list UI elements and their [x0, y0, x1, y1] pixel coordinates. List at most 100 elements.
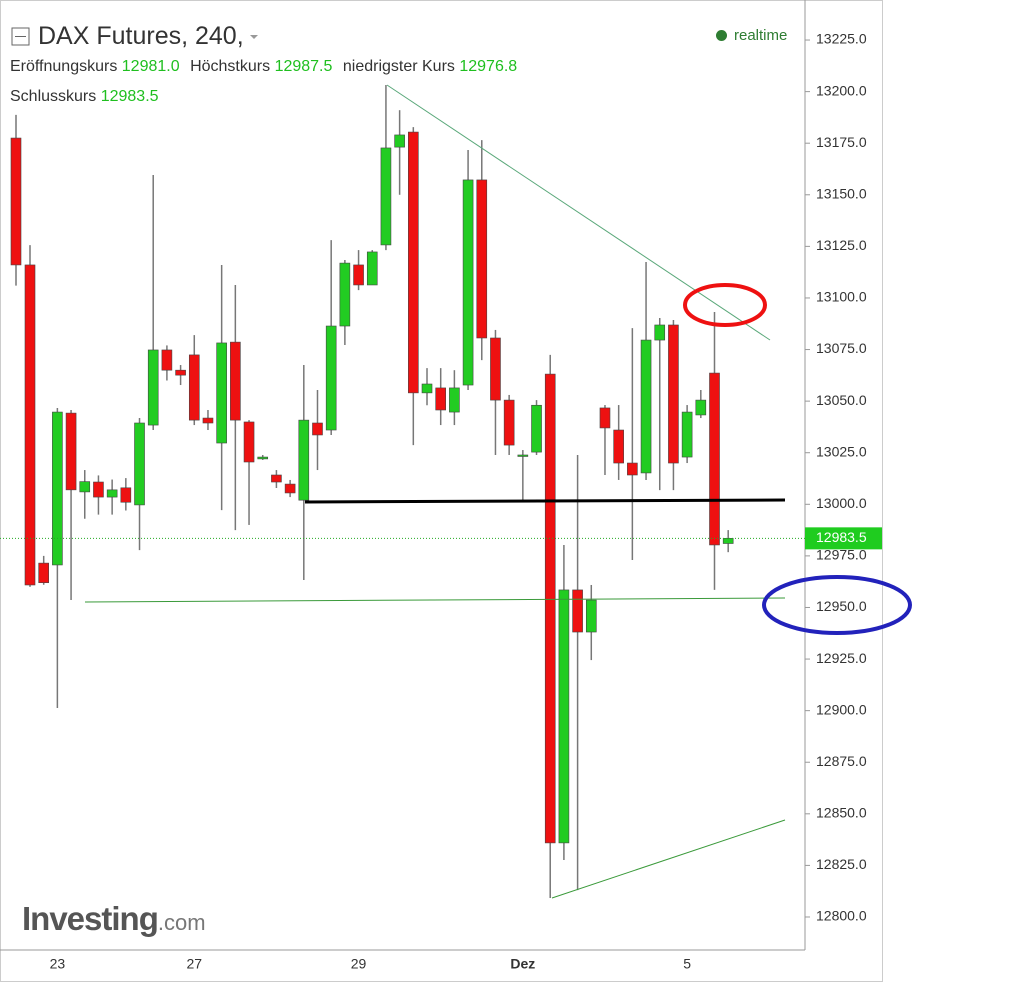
candle-body: [462, 179, 474, 386]
candle-body: [52, 411, 63, 566]
candle-body: [654, 324, 666, 341]
value: 12983.5: [100, 88, 159, 105]
candle-body: [147, 349, 159, 426]
candle-body: [668, 324, 679, 464]
last-price-tag: [805, 527, 882, 550]
label: niedrigster Kurs: [342, 58, 455, 75]
y-tick-label: 12950.0: [816, 598, 867, 614]
candle-body: [421, 383, 433, 394]
candle-body: [161, 349, 173, 371]
candle-body: [558, 589, 570, 844]
candle-body: [175, 369, 186, 376]
candle-body: [380, 147, 392, 246]
chart-title: DAX Futures, 240,: [38, 22, 244, 50]
candle-body: [257, 456, 269, 460]
label: Höchstkurs: [190, 58, 271, 75]
candle-body: [24, 264, 36, 586]
horizontal-line: [304, 498, 786, 504]
candle-body: [325, 325, 337, 431]
y-tick-label: 13225.0: [816, 31, 867, 47]
candle-body: [585, 599, 597, 633]
candle-body: [627, 462, 638, 476]
candle-body: [202, 417, 214, 424]
candle-body: [230, 341, 241, 421]
y-tick-label: 13050.0: [816, 392, 867, 408]
candle-body: [722, 538, 734, 544]
collapse-icon[interactable]: [11, 27, 30, 46]
trend-line: [386, 84, 771, 341]
candle-body: [134, 422, 145, 506]
candle-body: [640, 339, 652, 474]
candle-body: [394, 134, 405, 148]
ohlc-legend: Schlusskurs 12983.5: [10, 88, 165, 106]
y-tick-label: 13200.0: [816, 82, 867, 98]
last-price-label: 12983.5: [816, 529, 867, 545]
trend-line: [551, 819, 786, 899]
ohlc-legend: Eröffnungskurs 12981.0 Höchstkurs 12987.…: [10, 58, 523, 76]
realtime-indicator: realtime: [716, 27, 787, 44]
candle-body: [271, 474, 282, 483]
candle-body: [216, 342, 227, 444]
candle-body: [120, 487, 132, 503]
value: 12981.0: [121, 58, 180, 75]
candle-body: [695, 399, 707, 416]
candle-body: [188, 354, 200, 421]
support-line: [84, 597, 786, 603]
candle-body: [544, 373, 556, 844]
y-tick-label: 13075.0: [816, 340, 867, 356]
value: 12976.8: [459, 58, 518, 75]
candle-body: [449, 387, 460, 413]
candle-body: [312, 422, 323, 436]
frame: [0, 0, 883, 982]
candle-body: [408, 131, 419, 394]
candle-body: [93, 481, 104, 498]
y-tick-label: 13150.0: [816, 185, 867, 201]
logo-text: .com: [157, 910, 206, 935]
candle-body: [366, 251, 378, 286]
dropdown-arrow[interactable]: [250, 35, 258, 39]
x-tick-label: 23: [50, 956, 66, 972]
candle-body: [503, 399, 515, 446]
candle-body: [106, 489, 118, 498]
candle-body: [709, 372, 720, 546]
y-tick-label: 13025.0: [816, 443, 867, 459]
y-tick-label: 12825.0: [816, 856, 867, 872]
logo-text: Investing: [22, 900, 159, 937]
y-tick-label: 12800.0: [816, 908, 867, 924]
highlight-ellipse: [683, 283, 767, 327]
candle-body: [490, 337, 501, 401]
value: 12987.5: [274, 58, 333, 75]
candle-body: [476, 179, 488, 339]
candle-body: [353, 264, 364, 286]
candle-body: [10, 137, 22, 266]
candle-body: [298, 419, 310, 501]
candle-body: [65, 412, 77, 491]
x-tick-label: 5: [683, 956, 691, 972]
y-tick-label: 12975.0: [816, 547, 867, 563]
x-tick-label: 29: [351, 956, 367, 972]
y-tick-label: 13000.0: [816, 495, 867, 511]
candle-body: [681, 411, 693, 458]
candle-body: [38, 562, 49, 584]
candle-body: [79, 481, 91, 493]
candle-body: [435, 387, 447, 411]
y-tick-label: 12900.0: [816, 701, 867, 717]
label: Schlusskurs: [10, 88, 97, 105]
candle-body: [339, 262, 351, 327]
candle-body: [517, 454, 529, 457]
candle-body: [613, 429, 624, 464]
candle-body: [572, 589, 583, 633]
highlight-ellipse: [762, 575, 912, 635]
candle-body: [284, 483, 296, 494]
logo: Investing.com: [22, 900, 206, 938]
y-tick-label: 13125.0: [816, 237, 867, 253]
y-tick-label: 12850.0: [816, 805, 867, 821]
x-tick-label: 27: [186, 956, 202, 972]
candle-body: [531, 404, 542, 453]
y-tick-label: 12925.0: [816, 650, 867, 666]
candle-body: [243, 421, 255, 463]
y-tick-label: 13175.0: [816, 134, 867, 150]
plot-area: [10, 85, 734, 899]
